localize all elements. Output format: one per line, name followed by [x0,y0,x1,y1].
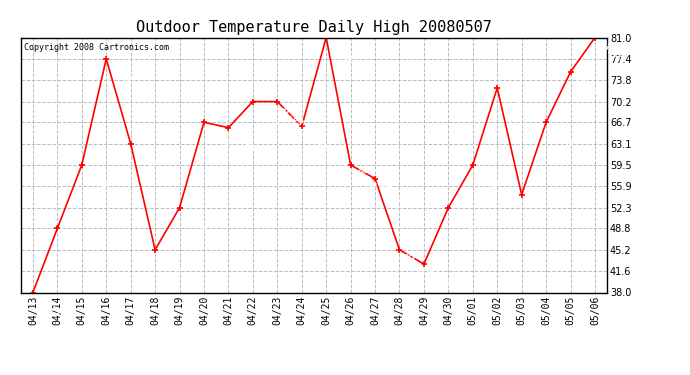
Text: 16:22: 16:22 [352,166,377,192]
Text: 17:03: 17:03 [279,103,304,128]
Text: 15:38: 15:38 [157,251,182,276]
Text: 15:18: 15:18 [206,124,230,149]
Text: 15:09: 15:09 [328,39,353,64]
Text: 15:39: 15:39 [181,209,206,234]
Title: Outdoor Temperature Daily High 20080507: Outdoor Temperature Daily High 20080507 [136,20,492,35]
Text: 07:48: 07:48 [401,251,426,276]
Text: 15:55: 15:55 [59,230,84,255]
Text: 15:58: 15:58 [108,60,133,86]
Text: 13:45: 13:45 [596,39,622,64]
Text: 18:22: 18:22 [34,294,59,319]
Text: 17:16: 17:16 [499,89,524,115]
Text: 11:35: 11:35 [425,266,451,291]
Text: 08:45: 08:45 [523,196,549,221]
Text: 14:30: 14:30 [377,180,402,206]
Text: 00:00: 00:00 [132,145,157,170]
Text: 13:47: 13:47 [450,209,475,234]
Text: 12:48: 12:48 [572,73,598,99]
Text: Copyright 2008 Cartronics.com: Copyright 2008 Cartronics.com [23,43,168,52]
Text: 17:39: 17:39 [83,166,108,192]
Text: 16:43: 16:43 [254,103,279,128]
Text: 16:50: 16:50 [547,124,573,149]
Text: 14:49: 14:49 [474,166,500,192]
Text: 17:43: 17:43 [230,129,255,154]
Text: 15:09: 15:09 [303,128,328,153]
